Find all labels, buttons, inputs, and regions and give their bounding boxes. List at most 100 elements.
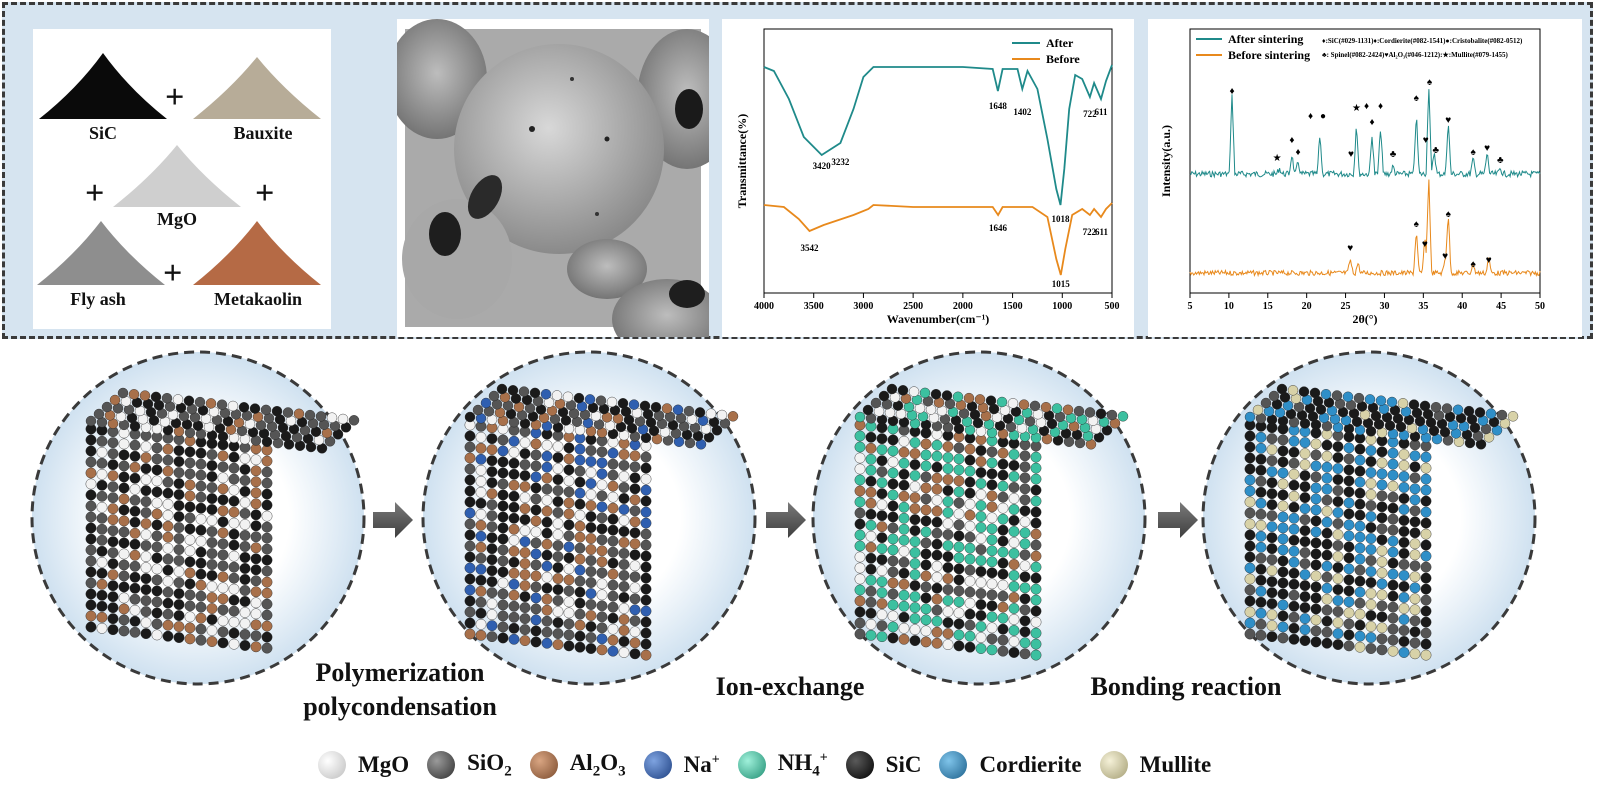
particle bbox=[1244, 507, 1256, 519]
particle bbox=[239, 519, 251, 530]
process-stage-1 bbox=[30, 350, 366, 686]
plus-sign: + bbox=[85, 175, 105, 212]
particle bbox=[519, 426, 531, 437]
particle bbox=[1019, 483, 1031, 495]
particle bbox=[931, 549, 943, 561]
particle bbox=[898, 417, 910, 428]
particle bbox=[151, 464, 163, 476]
particle bbox=[908, 386, 920, 397]
particle bbox=[1387, 645, 1399, 657]
particle bbox=[854, 529, 866, 541]
particle bbox=[963, 392, 975, 404]
particle bbox=[1079, 422, 1091, 433]
particle bbox=[228, 572, 240, 584]
particle bbox=[151, 508, 163, 520]
particle bbox=[1353, 392, 1365, 404]
particle bbox=[1277, 500, 1289, 512]
particle bbox=[129, 494, 141, 506]
particle bbox=[508, 417, 520, 428]
particle bbox=[475, 574, 487, 586]
particle bbox=[1469, 422, 1481, 433]
particle bbox=[964, 630, 976, 642]
particle bbox=[250, 443, 262, 455]
particle bbox=[541, 450, 553, 462]
particle bbox=[1343, 541, 1355, 553]
particle bbox=[1019, 494, 1031, 506]
particle bbox=[228, 506, 240, 518]
particle bbox=[1030, 539, 1042, 551]
particle bbox=[541, 549, 553, 561]
xrd-tick-label: 5 bbox=[1188, 301, 1193, 312]
particle bbox=[1321, 626, 1333, 638]
particle bbox=[618, 537, 630, 548]
particle bbox=[195, 447, 207, 459]
particle bbox=[530, 471, 542, 483]
particle bbox=[1073, 405, 1085, 417]
particle bbox=[1420, 583, 1432, 595]
particle bbox=[162, 542, 174, 554]
particle bbox=[964, 608, 976, 620]
particle bbox=[1420, 528, 1432, 540]
particle bbox=[607, 645, 619, 657]
particle bbox=[986, 490, 998, 502]
particle bbox=[162, 630, 174, 642]
particle bbox=[1244, 474, 1256, 486]
particle bbox=[214, 423, 226, 434]
particle bbox=[898, 611, 910, 623]
particle bbox=[997, 524, 1009, 536]
particle bbox=[195, 601, 207, 613]
particle bbox=[563, 596, 575, 608]
particle bbox=[1376, 611, 1388, 623]
particle bbox=[964, 586, 976, 598]
particle bbox=[530, 559, 542, 571]
xrd-tick-label: 15 bbox=[1263, 301, 1273, 312]
particle bbox=[1266, 477, 1278, 489]
particle bbox=[118, 537, 130, 549]
particle bbox=[175, 402, 187, 413]
particle bbox=[118, 493, 130, 505]
particle bbox=[508, 479, 520, 491]
particle bbox=[574, 608, 586, 620]
particle bbox=[491, 399, 503, 410]
particle bbox=[261, 554, 273, 566]
particle bbox=[1293, 401, 1305, 413]
particle bbox=[107, 448, 119, 460]
particle bbox=[1441, 403, 1453, 414]
particle bbox=[1365, 566, 1377, 577]
particle bbox=[118, 625, 130, 637]
particle bbox=[870, 397, 882, 409]
particle bbox=[280, 430, 292, 442]
particle bbox=[1332, 422, 1344, 433]
particle bbox=[250, 553, 262, 565]
particle bbox=[876, 631, 888, 643]
particle bbox=[118, 419, 130, 431]
particle bbox=[227, 400, 239, 412]
particle bbox=[1332, 496, 1344, 507]
particle bbox=[1030, 451, 1042, 463]
particle bbox=[975, 555, 987, 566]
particle bbox=[1485, 408, 1497, 419]
particle bbox=[151, 618, 163, 630]
particle bbox=[239, 442, 251, 453]
particle bbox=[1299, 558, 1311, 569]
particle bbox=[920, 427, 932, 439]
particle bbox=[585, 522, 597, 533]
particle bbox=[530, 625, 542, 637]
particle bbox=[217, 582, 229, 594]
particle bbox=[107, 525, 119, 537]
particle bbox=[527, 411, 539, 422]
particle bbox=[1288, 545, 1300, 557]
particle bbox=[261, 466, 273, 478]
particle bbox=[909, 613, 921, 624]
step-ion-exchange-label: Ion-exchange bbox=[715, 672, 865, 701]
particle bbox=[184, 501, 196, 513]
particle bbox=[173, 489, 185, 500]
particle bbox=[1332, 507, 1344, 518]
particle bbox=[151, 607, 163, 619]
particle bbox=[574, 465, 586, 477]
particle bbox=[159, 416, 171, 427]
particle bbox=[618, 493, 630, 504]
particle bbox=[1084, 407, 1096, 418]
particle bbox=[898, 578, 910, 590]
particle bbox=[228, 539, 240, 551]
